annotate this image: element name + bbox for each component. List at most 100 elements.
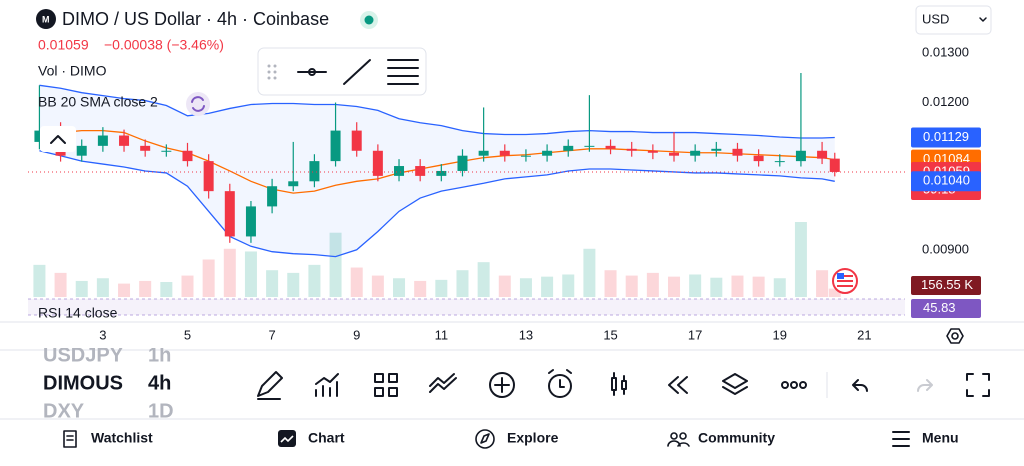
volume-badge <box>911 276 981 295</box>
volume-bar <box>752 276 765 297</box>
horizontal-line-tool[interactable] <box>297 68 327 76</box>
bb-legend[interactable]: BB 20 SMA close 2 <box>38 94 158 110</box>
candle-body <box>119 135 130 146</box>
volume-bar <box>562 274 575 297</box>
candle-body <box>182 150 193 162</box>
volume-bar <box>96 278 109 297</box>
interval[interactable]: 4h <box>148 372 171 394</box>
volume-bar <box>435 279 448 297</box>
redo-button[interactable] <box>917 379 933 392</box>
volume-legend[interactable]: Vol · DIMO <box>38 63 107 79</box>
y-tick-label: 0.01300 <box>922 45 969 60</box>
undo-button[interactable] <box>852 379 868 392</box>
rsi-legend[interactable]: RSI 14 close <box>38 305 118 321</box>
candle-body <box>817 150 828 159</box>
currency-select[interactable] <box>915 5 992 35</box>
layouts-tool[interactable] <box>374 373 398 397</box>
nav-item[interactable]: Watchlist <box>91 430 153 446</box>
volume-bar <box>371 275 384 297</box>
volume-bar <box>541 276 554 297</box>
volume-bar <box>223 248 236 297</box>
volume-bar <box>118 283 131 297</box>
indicators-tool[interactable] <box>315 373 339 397</box>
explore-icon <box>475 429 495 449</box>
x-tick-label: 9 <box>353 327 360 342</box>
volume-bar <box>181 275 194 297</box>
logo-glyph: M <box>42 14 50 24</box>
nav-item[interactable]: Explore <box>507 430 559 446</box>
bb-toggle-icon <box>191 96 205 112</box>
volume-bar <box>646 272 659 297</box>
objects-tool[interactable] <box>722 373 748 395</box>
fib-tool[interactable] <box>387 59 419 85</box>
add-tool[interactable] <box>489 372 515 398</box>
replay-tool[interactable] <box>668 376 688 394</box>
y-tick-label: 0.01200 <box>922 94 969 109</box>
volume-bar <box>329 232 342 297</box>
chart-title[interactable]: DIMO / US Dollar · 4h · Coinbase <box>62 9 329 29</box>
candle-body <box>690 150 701 156</box>
drawing-toolbar <box>257 47 427 96</box>
bb-lower-line <box>39 150 835 258</box>
candle-body <box>97 135 108 146</box>
x-tick-label: 11 <box>435 327 449 342</box>
volume-bar <box>477 262 490 297</box>
volume-bar <box>308 264 321 297</box>
symbol[interactable]: USDJPY <box>43 344 124 366</box>
candle-body <box>478 150 489 156</box>
market-status-dot <box>364 15 374 25</box>
menu-icon <box>892 431 910 447</box>
candle-body <box>34 130 45 142</box>
volume-bar <box>414 280 427 297</box>
price-badge <box>911 171 981 192</box>
candle-body <box>563 145 574 151</box>
candle-body <box>245 206 256 237</box>
bb-upper-line <box>39 84 835 139</box>
candle-body <box>520 155 531 157</box>
y-tick-label: 0.00900 <box>922 242 969 257</box>
interval[interactable]: 1D <box>148 400 174 422</box>
interval[interactable]: 1h <box>148 344 171 366</box>
x-tick-label: 5 <box>184 327 191 342</box>
settings-button[interactable] <box>946 328 964 344</box>
drag-handle[interactable] <box>267 64 277 80</box>
price-badge-label: 0.01040 <box>923 173 970 188</box>
volume-bar <box>456 270 469 297</box>
candle-body <box>542 150 553 156</box>
price-badge-label: 0.01129 <box>923 129 969 144</box>
symbol[interactable]: DIMOUS <box>43 372 123 394</box>
candle-body <box>203 161 214 192</box>
symbol[interactable]: DXY <box>43 400 85 422</box>
draw-tool[interactable] <box>257 371 283 400</box>
chart-icon-line <box>280 435 294 443</box>
more-tool[interactable] <box>781 381 807 389</box>
community-icon <box>667 432 690 447</box>
bb-toggle[interactable] <box>186 92 210 116</box>
nav-item[interactable]: Chart <box>308 430 345 446</box>
fullscreen-button[interactable] <box>966 373 990 397</box>
candle-body <box>394 166 405 176</box>
trend-line-tool[interactable] <box>343 59 371 85</box>
event-flag-canton <box>837 273 844 279</box>
rsi-pane <box>28 299 905 315</box>
nav-item[interactable]: Menu <box>922 430 959 446</box>
chart-type-tool[interactable] <box>611 372 627 396</box>
compare-tool[interactable] <box>429 373 457 393</box>
candle-body <box>351 130 362 151</box>
watchlist-icon <box>63 430 77 448</box>
chart-icon <box>278 430 296 447</box>
volume-bar <box>604 270 617 297</box>
candle-body <box>457 155 468 171</box>
symbol-logo[interactable] <box>36 9 56 29</box>
candle-body <box>309 161 320 182</box>
volume-bar <box>393 278 406 297</box>
alert-tool[interactable] <box>548 369 572 398</box>
volume-bar <box>710 277 723 297</box>
candle-body <box>711 148 722 151</box>
collapse-button[interactable] <box>40 126 76 152</box>
nav-item[interactable]: Community <box>698 430 775 446</box>
price-change: −0.00038 (−3.46%) <box>104 37 224 53</box>
candle-body <box>224 191 235 237</box>
candle-body <box>372 150 383 176</box>
